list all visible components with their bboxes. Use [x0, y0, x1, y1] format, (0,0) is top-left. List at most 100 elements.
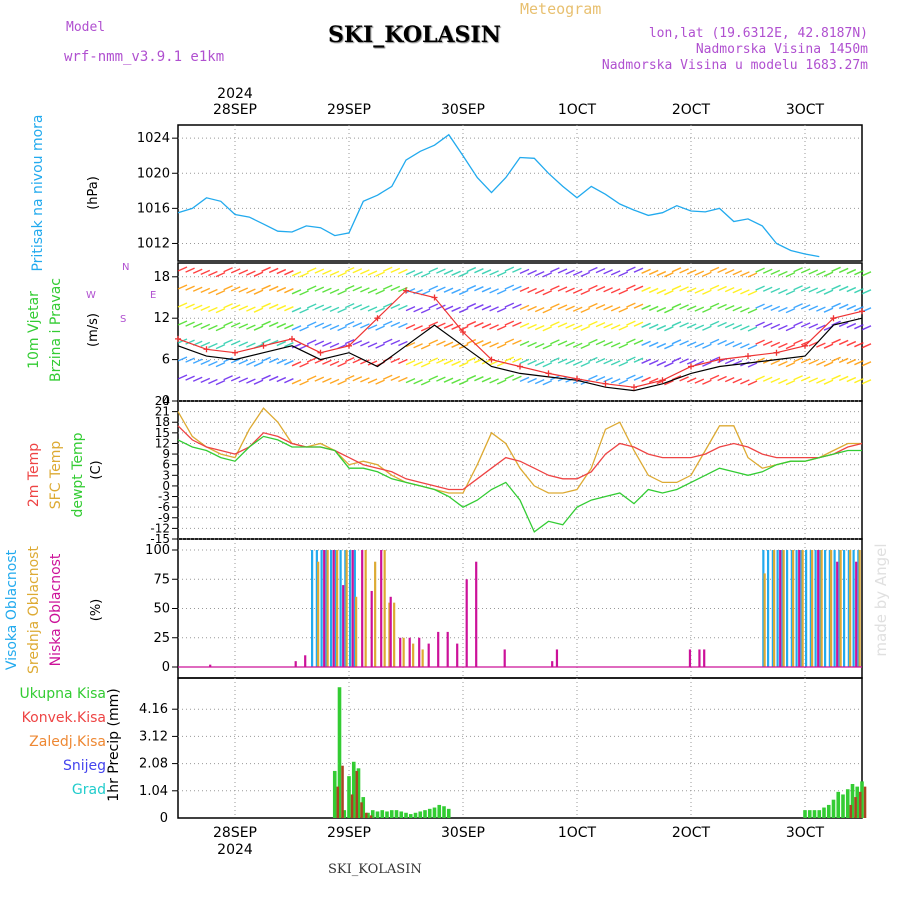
wind-barb — [831, 338, 841, 344]
wind-barb — [208, 270, 218, 277]
wind-barb — [261, 356, 271, 362]
wind-barb — [420, 344, 431, 350]
wind-barb — [626, 320, 636, 326]
x-tick-label-top: 30SEP — [441, 102, 485, 118]
pressure-unit: (hPa) — [86, 176, 101, 210]
wind-barb — [230, 286, 241, 292]
wind-barb — [580, 343, 591, 349]
model-name: wrf-nmm_v3.9.1 e1km — [64, 49, 225, 65]
gust-marker — [773, 349, 780, 356]
wind-barb — [709, 302, 720, 309]
x-tick-label-top: 29SEP — [327, 102, 371, 118]
wind-barb — [831, 266, 841, 272]
high-cloud-bar — [805, 550, 808, 667]
wind-barb — [519, 286, 530, 293]
wind-barb — [284, 324, 294, 330]
wind-barb — [352, 322, 363, 328]
wind-barb — [329, 378, 340, 385]
wind-barb — [329, 360, 340, 367]
high-cloud-bar — [814, 550, 817, 667]
wind-barb — [641, 340, 651, 346]
wind-barb — [595, 375, 606, 382]
wind-barb — [527, 341, 537, 348]
mid-cloud-bar — [839, 550, 842, 667]
wind-barb — [192, 304, 203, 310]
y-tick-label: 100 — [145, 543, 170, 558]
total-precip-bar — [803, 810, 807, 818]
wind-barb — [398, 304, 408, 311]
low-cloud-bar — [209, 664, 212, 667]
total-precip-bar — [841, 794, 845, 818]
wind-barb — [686, 341, 697, 347]
wind-barb — [618, 325, 629, 331]
total-precip-bar — [356, 768, 361, 818]
high-cloud-bar — [320, 550, 323, 667]
wind-barb — [496, 307, 507, 313]
wind-barb — [580, 271, 591, 277]
wind-barb — [230, 304, 241, 310]
wind-barb — [679, 304, 689, 310]
wind-barb — [565, 287, 575, 293]
wind-barb — [223, 285, 233, 291]
high-cloud-bar — [790, 550, 793, 667]
mid-cloud-bar — [412, 643, 415, 667]
total-precip-bar — [380, 810, 385, 818]
wind-barb — [398, 358, 408, 365]
wind-barb — [656, 324, 667, 331]
wind-barb — [588, 356, 598, 363]
y-tick-label: 0 — [162, 479, 170, 493]
wind-barb — [740, 379, 750, 385]
high-cloud-bar — [334, 550, 337, 667]
wind-barb — [428, 267, 439, 273]
low-cloud-bar — [456, 643, 459, 667]
wind-barb — [831, 284, 841, 290]
wind-barb — [702, 325, 712, 331]
wind-barb — [375, 343, 385, 349]
wind-barb — [436, 322, 446, 328]
wind-barb — [618, 379, 629, 385]
low-cloud-bar — [427, 643, 430, 667]
wind-barb — [800, 322, 811, 328]
total-precip-bar — [399, 811, 404, 818]
wind-barb — [314, 286, 325, 292]
gust-marker — [545, 370, 552, 377]
wind-barb — [641, 322, 651, 328]
wind-barb — [694, 306, 705, 312]
wind-barb — [215, 307, 226, 314]
wind-barb — [504, 338, 515, 344]
wind-barb — [428, 321, 439, 327]
wind-barb — [664, 308, 674, 314]
wind-barb — [846, 268, 857, 275]
gust-marker — [488, 356, 495, 363]
wind-barb — [717, 303, 727, 310]
wind-barb — [838, 267, 849, 274]
wind-barb — [740, 307, 750, 313]
wind-barb — [261, 266, 271, 272]
wind-barb — [291, 271, 302, 277]
wind-barb — [664, 380, 674, 386]
wind-barb — [367, 306, 378, 312]
wind-barb — [770, 305, 781, 311]
wind-barb — [854, 342, 864, 348]
wind-barb — [854, 324, 864, 330]
wind-barb — [633, 375, 644, 381]
wind-barb — [816, 270, 826, 276]
y-tick-label: 15 — [155, 426, 170, 440]
station-title: SKI_KOLASIN — [328, 22, 501, 48]
wind-barb — [238, 377, 249, 383]
wind-barb — [580, 361, 591, 367]
high-cloud-bar — [330, 550, 333, 667]
wind-barb — [808, 305, 819, 311]
gust-marker — [403, 287, 409, 294]
wind-barb — [177, 374, 188, 380]
convective-precip-bar — [355, 770, 359, 818]
y-tick-label: -9 — [158, 511, 170, 525]
wind-barb — [702, 271, 712, 277]
watermark: made by Angel — [872, 543, 890, 656]
wind-barb — [246, 324, 256, 330]
wind-barb — [344, 339, 355, 345]
wind-barb — [800, 376, 811, 382]
mid-cloud-bar — [773, 550, 776, 667]
wind-barb — [253, 289, 264, 295]
wind-barb — [443, 305, 454, 311]
